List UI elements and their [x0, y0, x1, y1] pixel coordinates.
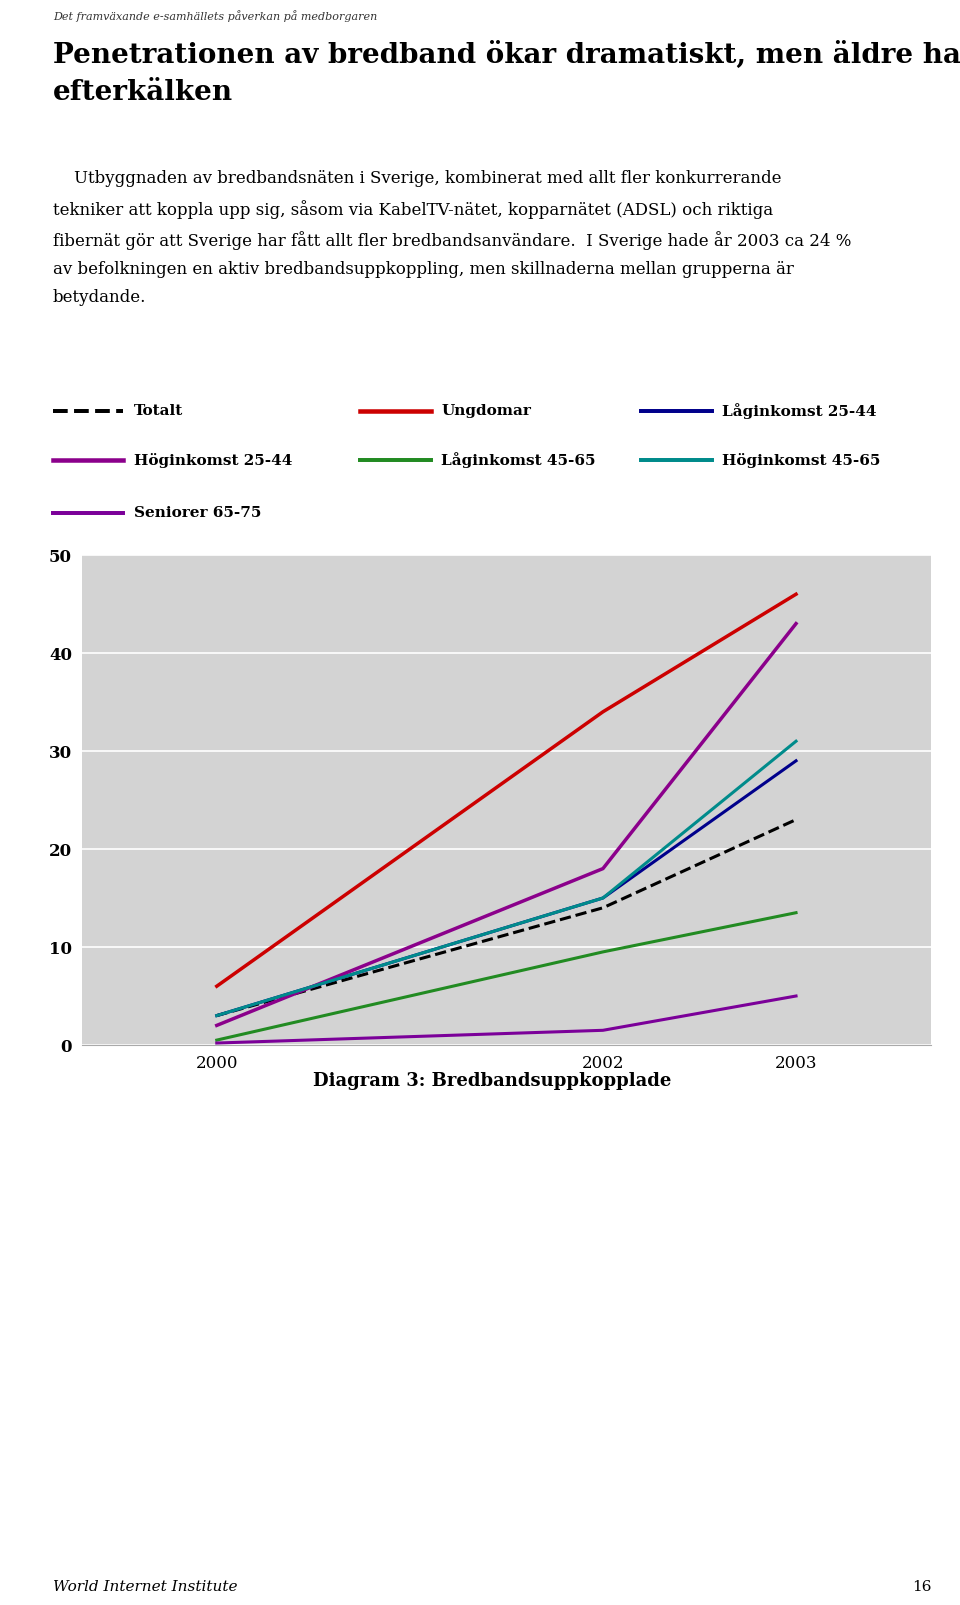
Text: 16: 16	[912, 1579, 931, 1594]
Text: Utbyggnaden av bredbandsnäten i Sverige, kombinerat med allt fler konkurrerande
: Utbyggnaden av bredbandsnäten i Sverige,…	[53, 170, 852, 307]
Text: Höginkomst 45-65: Höginkomst 45-65	[722, 453, 880, 467]
Text: Höginkomst 25-44: Höginkomst 25-44	[133, 453, 292, 467]
Text: Totalt: Totalt	[133, 404, 182, 417]
Text: World Internet Institute: World Internet Institute	[53, 1579, 237, 1594]
Text: Låginkomst 25-44: Låginkomst 25-44	[722, 403, 876, 419]
Text: Låginkomst 45-65: Låginkomst 45-65	[441, 453, 595, 469]
Text: Seniorer 65-75: Seniorer 65-75	[133, 506, 261, 520]
Text: Ungdomar: Ungdomar	[441, 404, 531, 417]
Text: Penetrationen av bredband ökar dramatiskt, men äldre hamnar på
efterkälken: Penetrationen av bredband ökar dramatisk…	[53, 39, 960, 106]
Text: Diagram 3: Bredbandsuppkopplade: Diagram 3: Bredbandsuppkopplade	[313, 1072, 671, 1090]
Text: Det framväxande e-samhällets påverkan på medborgaren: Det framväxande e-samhällets påverkan på…	[53, 10, 377, 22]
